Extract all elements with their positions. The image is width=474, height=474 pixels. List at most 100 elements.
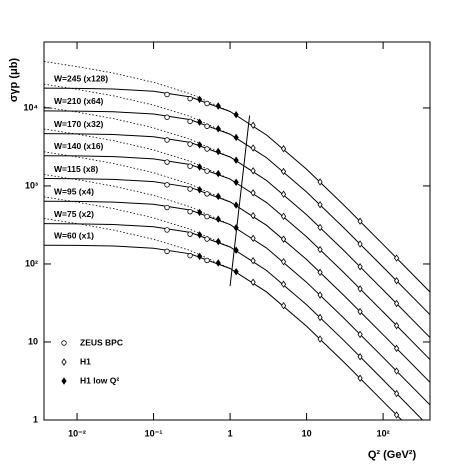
data-point [317, 335, 323, 343]
data-point [393, 389, 400, 398]
data-point [280, 212, 287, 221]
data-point [393, 299, 400, 308]
data-point [357, 217, 363, 225]
legend-marker [61, 340, 67, 346]
x-axis-label: Q² (GeV²) [368, 449, 417, 461]
data-point [187, 231, 193, 237]
data-point [197, 141, 203, 149]
data-point [164, 137, 170, 143]
data-point [204, 100, 210, 107]
data-point [250, 121, 256, 129]
data-point [215, 259, 221, 267]
data-point [187, 118, 193, 125]
data-point [357, 240, 363, 248]
legend-marker [61, 358, 67, 366]
y-axis-label: σγp (μb) [8, 58, 20, 103]
legend-label: H1 low Q² [80, 375, 119, 385]
data-point [317, 245, 323, 254]
curve-label: W=60 (x1) [54, 230, 94, 240]
y-tick-label: 10² [25, 258, 38, 268]
curve-label: W=115 (x8) [54, 164, 98, 174]
model-curve-dotted [44, 128, 231, 180]
data-point [164, 182, 170, 188]
data-point [164, 227, 170, 233]
data-point [215, 147, 221, 156]
x-tick-label: 10⁻¹ [145, 428, 163, 438]
data-point [393, 411, 400, 419]
y-tick-label: 10³ [25, 180, 38, 190]
data-point [250, 234, 256, 243]
data-point [317, 313, 323, 322]
data-point [204, 168, 210, 174]
model-curve-dotted [44, 83, 231, 135]
model-curve-dotted [44, 106, 231, 158]
data-point [164, 91, 170, 98]
data-point [250, 257, 256, 265]
curve-label: W=170 (x32) [54, 119, 104, 129]
y-tick-label: 1 [33, 414, 38, 424]
data-point [215, 237, 221, 246]
data-point [317, 268, 323, 277]
data-point [197, 95, 203, 104]
data-point [233, 246, 239, 254]
model-curve [44, 223, 424, 420]
data-point [204, 257, 210, 264]
data-point [204, 213, 210, 220]
data-point [197, 252, 203, 261]
data-point [357, 285, 363, 293]
y-tick-label: 10 [28, 336, 38, 346]
data-point [393, 254, 400, 262]
model-curve [44, 133, 430, 338]
legend-label: H1 [80, 356, 91, 366]
model-curve-dotted [44, 61, 231, 112]
data-point [233, 224, 239, 232]
curve-label: W=75 (x2) [54, 209, 94, 219]
curve-label: W=95 (x4) [54, 186, 94, 196]
data-point [197, 208, 203, 217]
data-point [233, 111, 239, 119]
data-point [187, 95, 193, 102]
model-curve-dotted [44, 218, 231, 269]
data-point [357, 263, 363, 271]
data-point [280, 190, 287, 198]
data-point [233, 201, 239, 209]
data-point [357, 330, 363, 339]
plot-frame [43, 41, 431, 421]
data-point [197, 231, 203, 239]
data-point [204, 123, 210, 129]
data-point [393, 367, 400, 375]
data-point [204, 191, 210, 197]
data-point [164, 114, 170, 120]
data-point [187, 186, 193, 192]
data-point [204, 236, 210, 242]
x-tick-label: 1 [228, 428, 233, 438]
data-point [280, 301, 287, 310]
data-point [280, 145, 287, 153]
data-point [197, 118, 203, 126]
data-point [317, 178, 323, 186]
model-curve-dotted [44, 151, 231, 203]
x-tick-label: 10² [377, 428, 390, 438]
data-point [250, 167, 256, 175]
data-point [393, 321, 400, 330]
data-point [164, 159, 170, 165]
data-point [250, 211, 256, 220]
data-point [357, 374, 363, 382]
data-point [280, 280, 287, 288]
data-point [187, 163, 193, 169]
data-point [233, 178, 239, 186]
data-point [357, 307, 363, 316]
data-point [357, 353, 363, 361]
legend-label: ZEUS BPC [80, 337, 123, 347]
model-curve-dotted [44, 196, 231, 248]
model-curve [44, 155, 430, 360]
data-point [393, 344, 400, 353]
data-point [215, 102, 221, 110]
curve-label: W=210 (x64) [54, 96, 104, 106]
x-tick-label: 10⁻² [68, 428, 86, 438]
x-tick-label: 10 [302, 428, 312, 438]
data-point [233, 268, 239, 276]
model-curve-dotted [44, 174, 231, 225]
plot-area [44, 61, 430, 420]
